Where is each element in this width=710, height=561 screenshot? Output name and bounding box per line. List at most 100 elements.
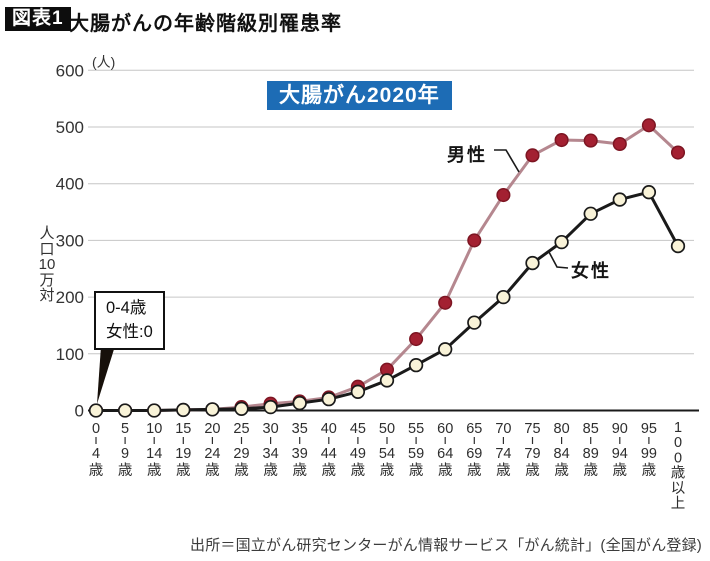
x-tick-label: 歳 [118,462,133,479]
female-data-point [117,403,133,418]
x-tick-label: 19 [175,446,191,462]
y-axis-title: 人口 10 万対 [36,226,58,304]
male-data-point [583,133,598,148]
x-tick-label: 60 [437,421,453,437]
male-data-point [612,136,627,152]
female-data-point [583,206,598,221]
x-tick-label: 49 [350,446,366,462]
female-data-point [350,384,366,399]
x-tick-label: 59 [408,446,424,462]
x-tick-label: 歳 [263,462,278,479]
male-data-point [641,118,656,133]
x-tick-label: 94 [612,446,628,462]
x-tick-label: 89 [583,446,599,462]
x-tick-label: 35 [292,421,308,437]
x-tick-label: 15 [175,421,191,437]
x-tick-label: 0 [674,435,682,451]
annotation-box: 0-4歳 女性:0 [94,291,165,350]
x-tick-label: 歳 [147,462,162,479]
female-data-point [525,255,540,271]
x-tick-label: 29 [233,446,249,462]
y-tick-label: 100 [56,345,84,364]
x-tick-label: 歳 [351,462,366,479]
x-tick-label: 以 [671,481,686,497]
x-tick-label: 65 [466,421,482,437]
male-series-label: 男性 [447,145,487,165]
chart-year-label: 大腸がん2020年 [267,81,452,110]
female-data-point [438,342,453,357]
female-data-point [205,402,220,417]
y-tick-label: 500 [56,118,84,137]
x-tick-label: 歳 [292,462,307,479]
male-data-point [554,132,569,148]
female-data-point [234,401,249,416]
x-tick-label: 80 [554,421,570,437]
female-data-point [554,234,569,250]
x-tick-label: 39 [292,446,308,462]
y-axis-title-char: 口 [39,240,55,258]
annotation-line1: 0-4歳 [106,299,147,317]
female-data-point [263,399,278,415]
x-tick-label: 54 [379,446,395,462]
x-tick-label: 69 [466,446,482,462]
source-note: 出所＝国立がん研究センターがん情報サービス「がん統計」(全国がん登録) [190,537,702,554]
y-tick-label: 0 [75,402,84,421]
x-tick-label: 25 [233,421,249,437]
x-tick-label: 84 [554,446,570,462]
male-label-connector [494,149,520,173]
female-data-point [408,357,424,373]
x-tick-label: 0 [674,450,682,466]
x-tick-label: 歳 [409,462,424,479]
x-tick-label: 34 [263,446,279,462]
x-tick-label: 4 [92,446,100,462]
x-tick-label: 0 [92,421,100,437]
x-tick-label: 歳 [380,462,395,479]
male-data-point [409,332,424,347]
female-data-point [88,403,104,418]
y-axis-title-char: 人 [39,225,55,242]
x-tick-label: 14 [146,446,162,462]
female-data-point [641,185,657,200]
y-tick-label: 200 [56,288,84,307]
male-data-point [525,148,540,163]
y-axis-title-char: 10 [38,256,56,273]
female-label-connector [548,251,569,269]
x-tick-label: 上 [671,495,686,512]
x-tick-label: 44 [321,446,337,462]
female-data-point [176,402,191,418]
male-data-point [438,295,453,310]
x-tick-label: 歳 [583,462,598,479]
x-tick-label: 74 [495,446,511,462]
annotation-pointer [97,346,115,404]
x-tick-label: 歳 [642,462,657,479]
female-data-point [379,373,395,388]
female-data-point [496,289,511,305]
x-tick-label: 歳 [176,462,191,479]
x-tick-label: 歳 [234,462,249,479]
x-tick-label: 64 [437,446,453,462]
x-tick-label: 歳 [525,462,540,479]
x-tick-label: 95 [641,421,657,437]
x-tick-label: 40 [321,421,337,437]
x-tick-label: 55 [408,421,424,437]
x-tick-label: 24 [204,446,220,462]
figure-badge: 図表1 [5,7,71,31]
y-axis-title-char: 対 [39,287,55,304]
female-data-point [147,403,162,418]
x-tick-label: 99 [641,446,657,462]
x-tick-label: 5 [121,421,129,437]
x-tick-label: 85 [583,421,599,437]
annotation-line2: 女性:0 [106,323,153,341]
y-axis-unit-label: (人) [92,54,116,70]
x-tick-label: 75 [524,421,540,437]
male-data-point [496,187,511,203]
figure-title: 大腸がんの年齢階級別罹患率 [69,13,342,35]
y-tick-label: 300 [56,231,84,250]
x-tick-label: 79 [524,446,540,462]
x-tick-label: 歳 [322,462,337,479]
x-tick-label: 歳 [438,462,453,479]
x-tick-label: 90 [612,421,628,437]
x-tick-label: 30 [263,421,279,437]
